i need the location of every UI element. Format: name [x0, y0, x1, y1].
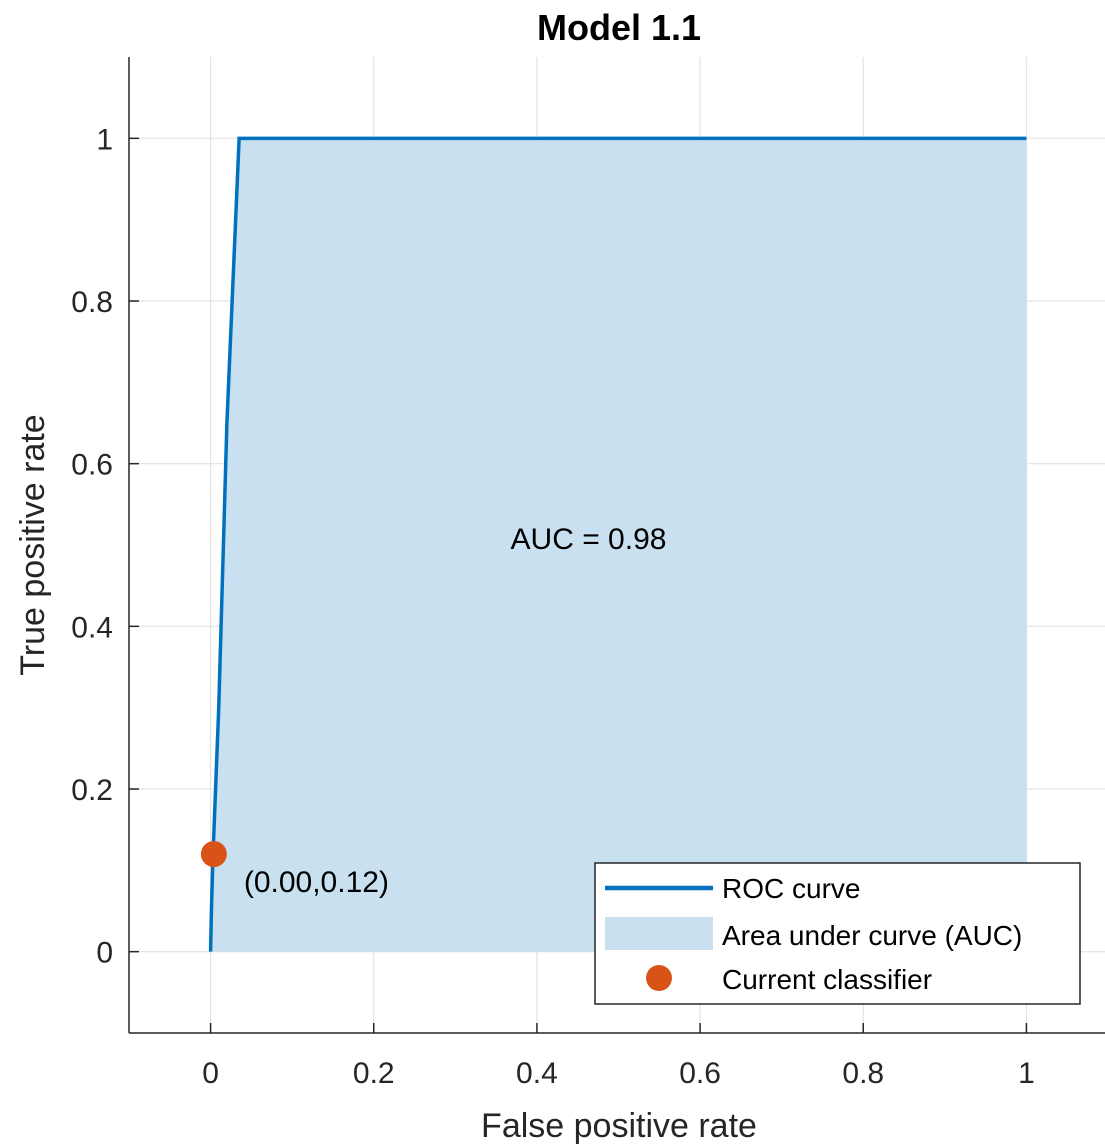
y-tick-label-2: 0.4 [71, 611, 113, 644]
x-axis-label: False positive rate [481, 1107, 757, 1145]
axes [128, 57, 1105, 1034]
y-tick-label-3: 0.6 [71, 449, 113, 482]
y-tick-label-5: 1 [96, 123, 113, 156]
y-tick-label-0: 0 [96, 937, 113, 970]
legend-point-swatch [646, 965, 672, 991]
y-tick-label-4: 0.8 [71, 286, 113, 319]
auc-area [210, 138, 1027, 952]
current-classifier-label: (0.00,0.12) [244, 866, 389, 899]
x-tick-label-5: 1 [1018, 1057, 1035, 1090]
roc-curve-line [208, 136, 1027, 952]
legend: ROC curve Area under curve (AUC) Current… [594, 862, 1081, 1005]
y-axis-label: True positive rate [14, 414, 52, 675]
y-tick-label-1: 0.2 [71, 774, 113, 807]
x-tick-label-3: 0.6 [679, 1057, 721, 1090]
current-classifier-point [200, 841, 227, 868]
x-tick-label-0: 0 [202, 1057, 219, 1090]
x-tick-labels: 0 0.2 0.4 0.6 0.8 1 [202, 1057, 1035, 1090]
x-tick-label-1: 0.2 [353, 1057, 395, 1090]
chart-title: Model 1.1 [537, 7, 701, 48]
y-tick-labels: 0 0.2 0.4 0.6 0.8 1 [71, 123, 113, 969]
legend-label-roc: ROC curve [722, 873, 860, 904]
legend-label-auc: Area under curve (AUC) [722, 920, 1022, 951]
x-tick-label-2: 0.4 [516, 1057, 558, 1090]
legend-label-classifier: Current classifier [722, 964, 932, 995]
legend-area-swatch [605, 917, 713, 950]
auc-annotation: AUC = 0.98 [511, 523, 667, 556]
x-tick-label-4: 0.8 [842, 1057, 884, 1090]
